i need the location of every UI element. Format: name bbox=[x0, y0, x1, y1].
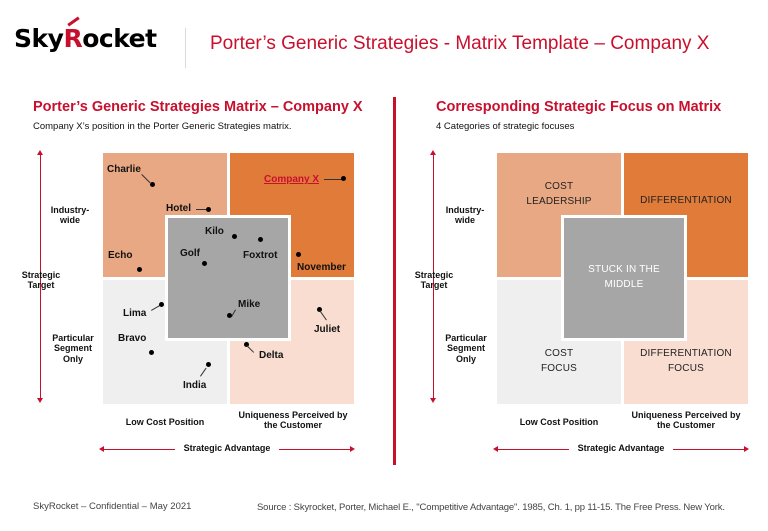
header-separator bbox=[185, 28, 186, 68]
point-label-lima: Lima bbox=[123, 308, 147, 319]
left-x-axis-title: Strategic Advantage bbox=[175, 443, 279, 454]
point-label-company-x: Company X bbox=[264, 174, 320, 185]
right-y-arrow-up-icon bbox=[430, 150, 436, 155]
right-y-label-strategic-target: Strategic Target bbox=[414, 270, 454, 291]
point-marker-charlie bbox=[150, 182, 155, 187]
left-y-arrow-down-icon bbox=[37, 398, 43, 403]
left-x-label-uniqueness: Uniqueness Perceived by the Customer bbox=[238, 410, 348, 431]
right-x-axis-title: Strategic Advantage bbox=[569, 443, 673, 454]
right-section-title: Corresponding Strategic Focus on Matrix bbox=[436, 99, 722, 115]
left-y-arrow-up-icon bbox=[37, 150, 43, 155]
point-label-hotel: Hotel bbox=[166, 203, 191, 214]
point-label-bravo: Bravo bbox=[118, 333, 147, 344]
left-section-title: Porter’s Generic Strategies Matrix – Com… bbox=[33, 99, 363, 115]
point-marker-hotel bbox=[206, 207, 211, 212]
point-marker-india bbox=[206, 362, 211, 367]
point-marker-mike bbox=[227, 313, 232, 318]
point-label-mike: Mike bbox=[238, 299, 261, 310]
right-quadrant-stuck-in-middle bbox=[561, 215, 687, 341]
cell-label-cost-leadership: COST LEADERSHIP bbox=[526, 181, 592, 207]
leader-line bbox=[324, 179, 342, 180]
left-section-subtitle: Company X’s position in the Porter Gener… bbox=[33, 121, 292, 132]
cell-label-differentiation-focus: DIFFERENTIATION FOCUS bbox=[640, 348, 732, 374]
right-x-arrow-left-icon bbox=[493, 446, 498, 452]
point-marker-lima bbox=[159, 302, 164, 307]
right-y-label-particular-segment: Particular Segment Only bbox=[445, 333, 487, 364]
right-y-axis-arrow bbox=[433, 153, 434, 400]
point-marker-bravo bbox=[149, 350, 154, 355]
point-marker-echo bbox=[137, 267, 142, 272]
point-label-charlie: Charlie bbox=[107, 164, 141, 175]
point-label-november: November bbox=[297, 262, 346, 273]
right-y-arrow-down-icon bbox=[430, 398, 436, 403]
cell-label-cost-focus: COST FOCUS bbox=[541, 348, 577, 374]
page-title: Porter’s Generic Strategies - Matrix Tem… bbox=[210, 33, 710, 54]
left-x-arrow-right-icon bbox=[350, 446, 355, 452]
right-x-arrow-right-icon bbox=[744, 446, 749, 452]
cell-label-stuck-in-middle: STUCK IN THE MIDDLE bbox=[588, 264, 660, 290]
point-marker-foxtrot bbox=[258, 237, 263, 242]
left-y-label-strategic-target: Strategic Target bbox=[21, 270, 61, 291]
point-label-delta: Delta bbox=[259, 350, 284, 361]
point-marker-november bbox=[296, 252, 301, 257]
left-y-label-particular-segment: Particular Segment Only bbox=[52, 333, 94, 364]
right-x-label-uniqueness: Uniqueness Perceived by the Customer bbox=[631, 410, 741, 431]
left-y-axis-arrow bbox=[40, 153, 41, 400]
point-marker-golf bbox=[202, 261, 207, 266]
point-marker-delta bbox=[244, 342, 249, 347]
point-marker-kilo bbox=[232, 234, 237, 239]
footer-confidential: SkyRocket – Confidential – May 2021 bbox=[33, 501, 192, 512]
footer-source: Source : Skyrocket, Porter, Michael E., … bbox=[257, 502, 725, 513]
point-label-india: India bbox=[183, 380, 207, 391]
right-x-label-low-cost: Low Cost Position bbox=[519, 417, 599, 427]
point-label-foxtrot: Foxtrot bbox=[243, 250, 278, 261]
left-x-label-low-cost: Low Cost Position bbox=[125, 417, 205, 427]
skyrocket-logo: SkyRocket bbox=[14, 24, 157, 53]
left-quadrant-stuck-in-middle bbox=[165, 215, 291, 341]
point-label-juliet: Juliet bbox=[314, 324, 341, 335]
leader-line bbox=[196, 209, 206, 210]
point-marker-company-x bbox=[341, 176, 346, 181]
point-label-golf: Golf bbox=[180, 248, 200, 259]
point-label-echo: Echo bbox=[108, 250, 133, 261]
cell-label-differentiation: DIFFERENTIATION bbox=[640, 195, 732, 206]
right-y-label-industry-wide: Industry- wide bbox=[445, 205, 485, 226]
right-section-subtitle: 4 Categories of strategic focuses bbox=[436, 121, 575, 132]
point-label-kilo: Kilo bbox=[205, 226, 224, 237]
left-x-arrow-left-icon bbox=[99, 446, 104, 452]
point-marker-juliet bbox=[317, 307, 322, 312]
panel-divider bbox=[393, 97, 396, 465]
left-y-label-industry-wide: Industry- wide bbox=[50, 205, 90, 226]
